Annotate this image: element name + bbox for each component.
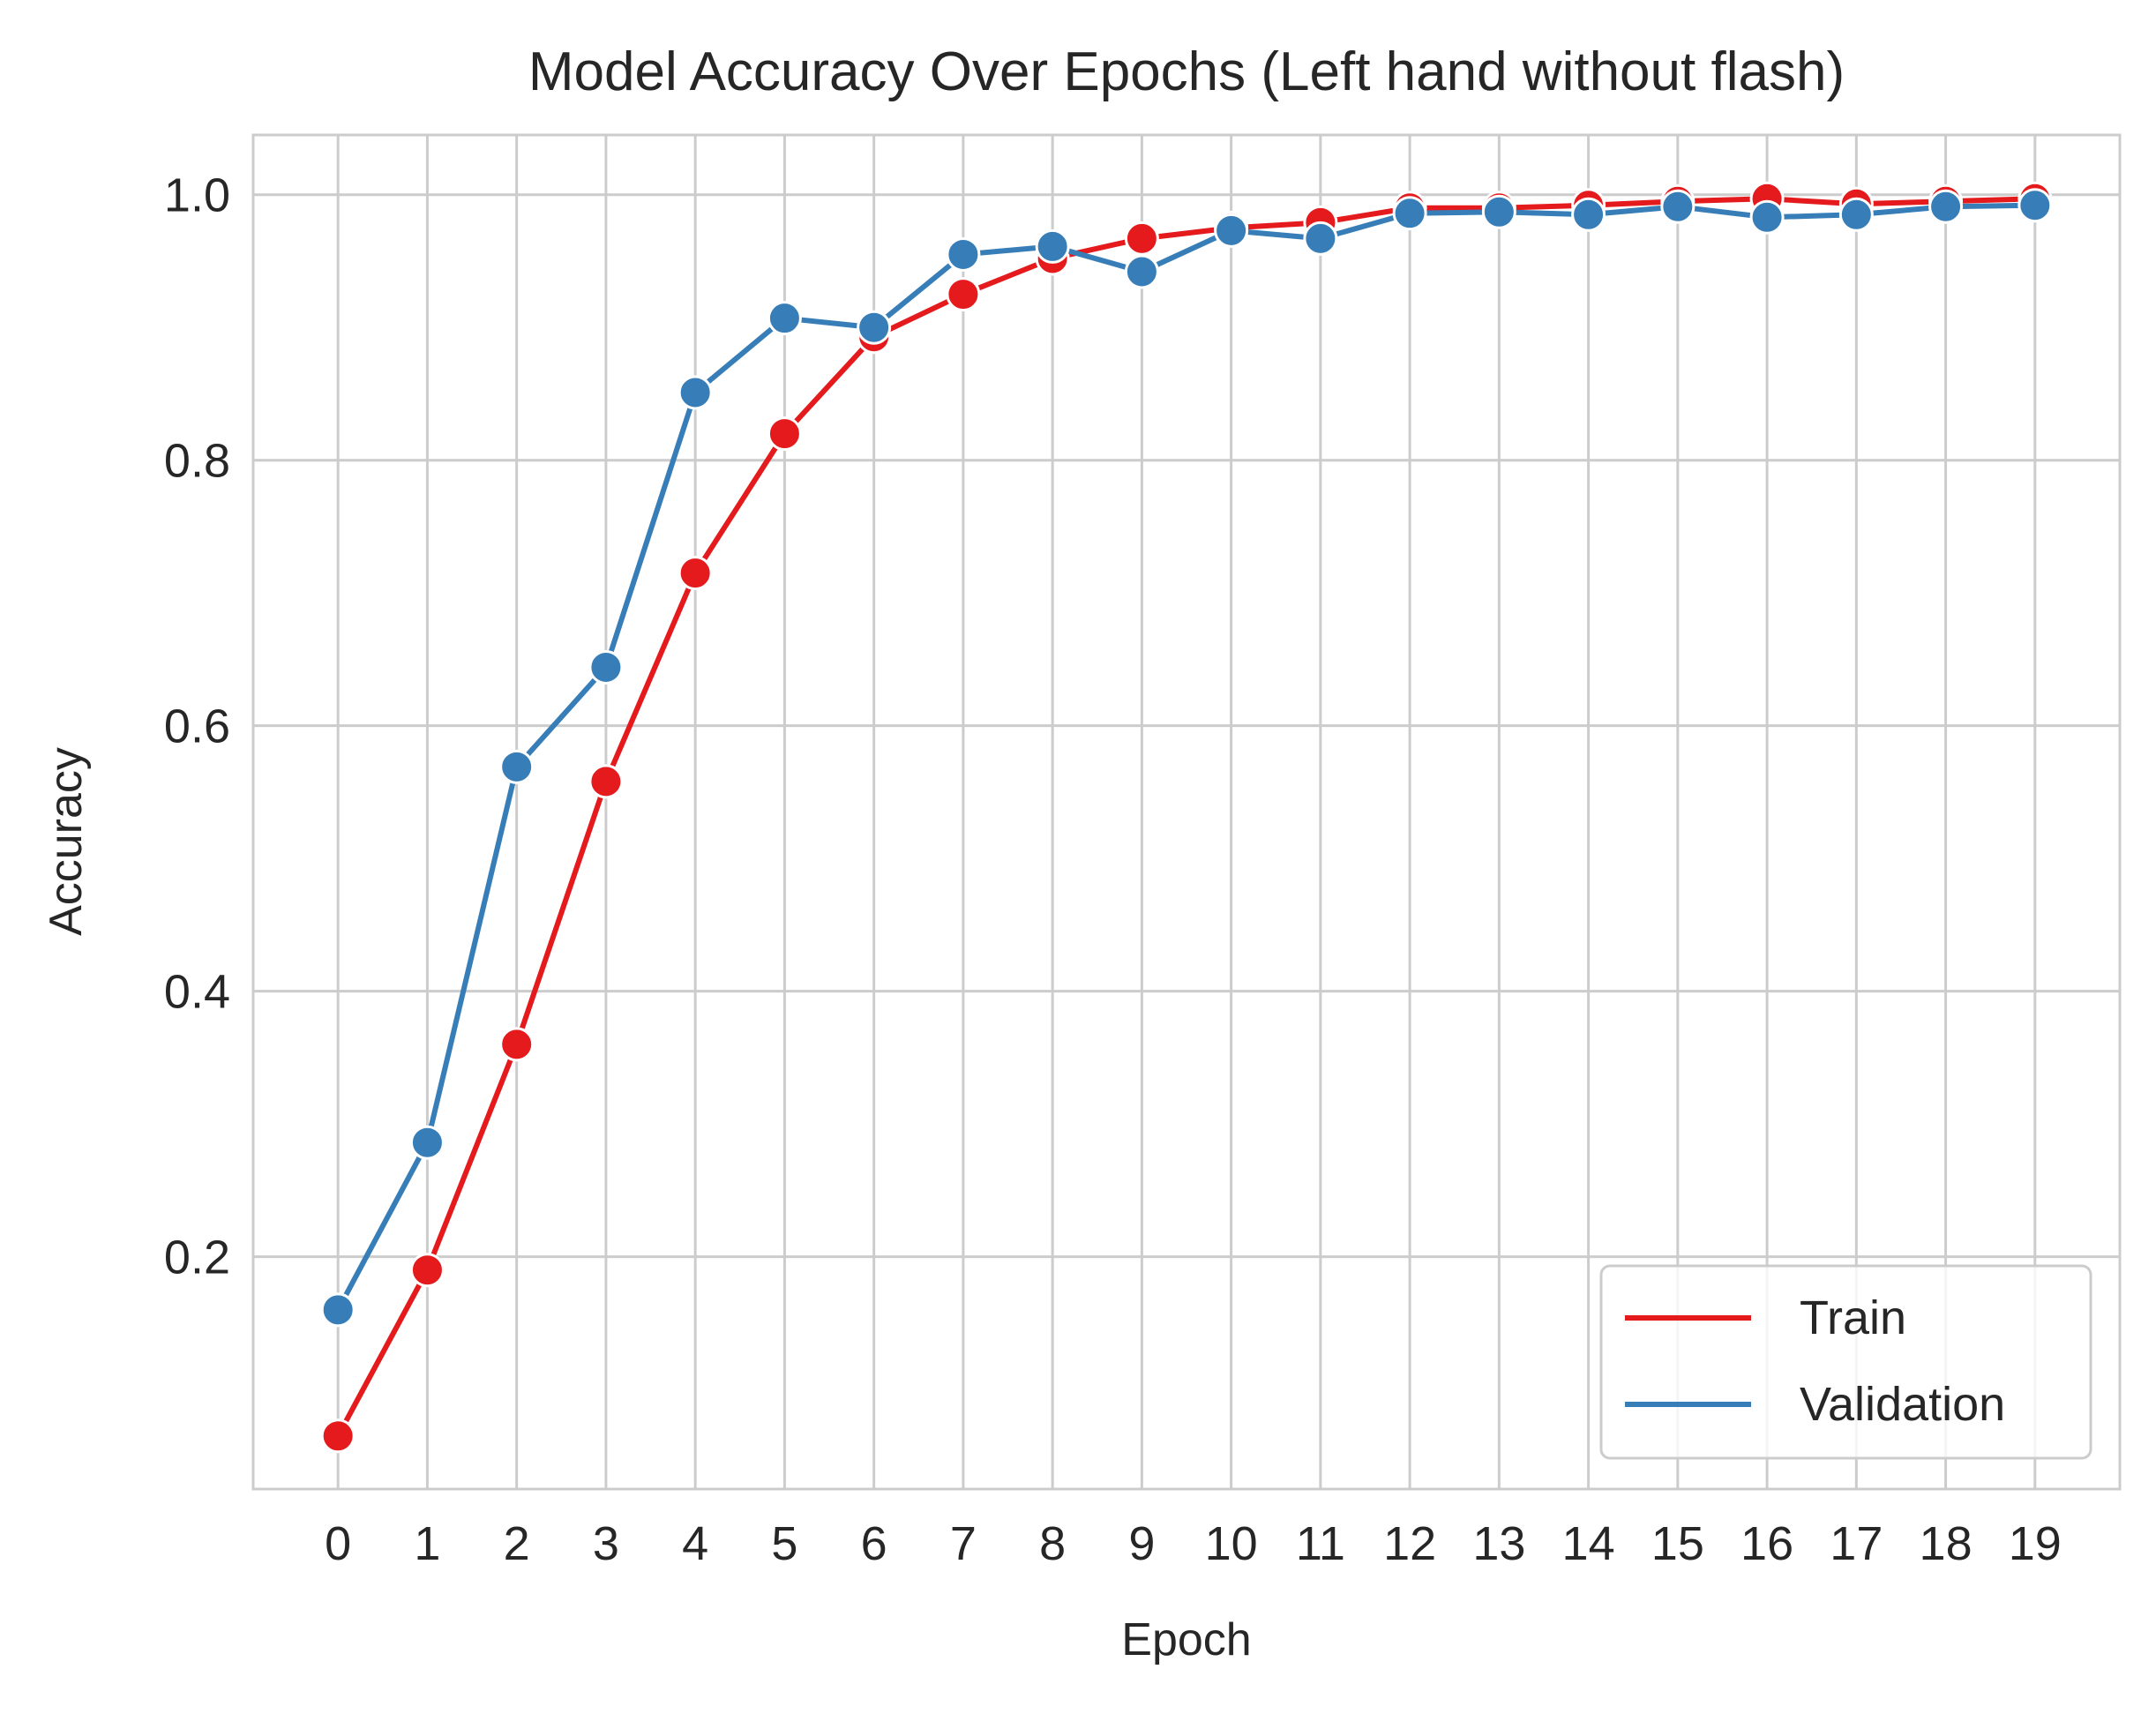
data-point-validation bbox=[677, 375, 713, 410]
data-point-validation bbox=[1481, 194, 1516, 229]
data-point-validation bbox=[409, 1125, 445, 1160]
y-tick-labels: 0.2 0.4 0.6 0.8 1.0 bbox=[164, 169, 230, 1284]
data-point-validation bbox=[320, 1292, 356, 1328]
data-point-validation bbox=[1838, 197, 1874, 232]
data-point-validation bbox=[946, 236, 981, 272]
x-tick-labels: 0 1 2 3 4 5 6 7 8 9 10 11 12 13 14 15 16 17 18 19 bbox=[325, 1517, 2062, 1570]
data-point-validation bbox=[1124, 254, 1159, 289]
legend-label-validation: Validation bbox=[1800, 1378, 2005, 1431]
data-point-train bbox=[499, 1027, 535, 1062]
gridlines bbox=[253, 135, 2120, 1489]
y-tick-label: 0.4 bbox=[164, 966, 230, 1019]
data-point-train bbox=[409, 1253, 445, 1288]
x-tick-label: 1 bbox=[414, 1517, 440, 1570]
data-point-train bbox=[320, 1418, 356, 1454]
y-tick-label: 0.2 bbox=[164, 1231, 230, 1284]
x-tick-label: 15 bbox=[1651, 1517, 1704, 1570]
x-tick-label: 8 bbox=[1039, 1517, 1066, 1570]
data-point-validation bbox=[1035, 228, 1070, 264]
x-tick-label: 19 bbox=[2009, 1517, 2062, 1570]
x-tick-label: 11 bbox=[1296, 1517, 1345, 1570]
y-tick-label: 1.0 bbox=[164, 169, 230, 222]
x-axis-label: Epoch bbox=[1121, 1614, 1251, 1665]
plot-frame bbox=[251, 133, 2122, 1491]
data-point-train bbox=[677, 556, 713, 591]
x-tick-label: 14 bbox=[1562, 1517, 1615, 1570]
data-point-validation bbox=[1571, 197, 1606, 232]
data-point-validation bbox=[1303, 221, 1338, 256]
x-tick-label: 5 bbox=[771, 1517, 797, 1570]
data-point-validation bbox=[1928, 189, 1964, 224]
x-tick-label: 10 bbox=[1205, 1517, 1258, 1570]
data-point-train bbox=[588, 764, 624, 799]
x-tick-label: 7 bbox=[950, 1517, 977, 1570]
data-point-validation bbox=[1214, 213, 1249, 248]
data-point-train bbox=[1124, 221, 1159, 256]
y-axis-label: Accuracy bbox=[41, 747, 92, 936]
x-tick-label: 2 bbox=[504, 1517, 530, 1570]
x-tick-label: 16 bbox=[1741, 1517, 1793, 1570]
legend-label-train: Train bbox=[1800, 1291, 1906, 1344]
chart-title: Model Accuracy Over Epochs (Left hand wi… bbox=[528, 41, 1845, 102]
data-point-train bbox=[767, 416, 802, 452]
data-point-validation bbox=[1392, 196, 1427, 231]
data-point-validation bbox=[1660, 189, 1696, 224]
x-tick-label: 9 bbox=[1128, 1517, 1155, 1570]
x-tick-label: 18 bbox=[1920, 1517, 1973, 1570]
legend: Train Validation bbox=[1599, 1264, 2092, 1460]
series-layer bbox=[320, 181, 2053, 1454]
data-point-validation bbox=[2018, 188, 2053, 223]
x-tick-label: 4 bbox=[682, 1517, 708, 1570]
x-tick-label: 13 bbox=[1472, 1517, 1525, 1570]
x-tick-label: 17 bbox=[1830, 1517, 1883, 1570]
x-tick-label: 12 bbox=[1383, 1517, 1436, 1570]
data-point-validation bbox=[767, 301, 802, 336]
data-point-validation bbox=[499, 749, 535, 784]
x-tick-label: 0 bbox=[325, 1517, 351, 1570]
x-tick-label: 6 bbox=[861, 1517, 887, 1570]
y-tick-label: 0.6 bbox=[164, 700, 230, 753]
data-point-train bbox=[946, 277, 981, 312]
y-tick-label: 0.8 bbox=[164, 435, 230, 488]
data-point-validation bbox=[857, 310, 892, 345]
legend-box bbox=[1599, 1264, 2092, 1460]
data-point-validation bbox=[588, 649, 624, 685]
data-point-validation bbox=[1749, 199, 1785, 235]
x-tick-label: 3 bbox=[593, 1517, 619, 1570]
series-validation bbox=[320, 188, 2053, 1328]
